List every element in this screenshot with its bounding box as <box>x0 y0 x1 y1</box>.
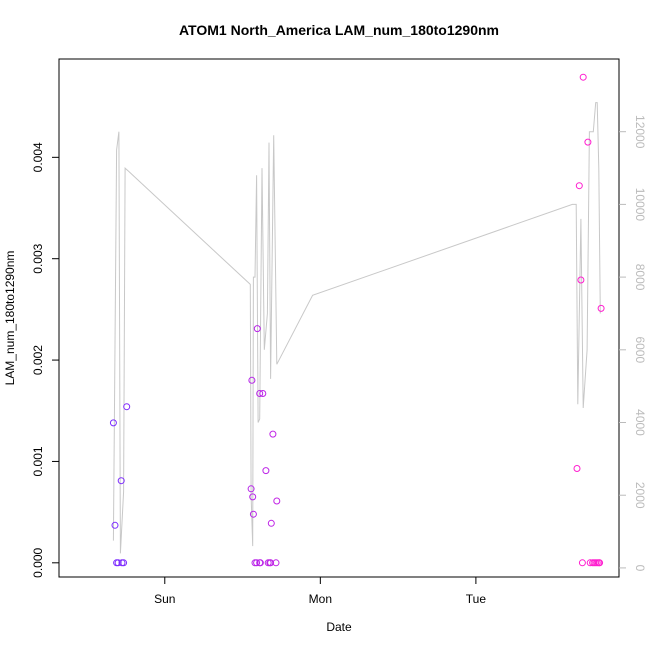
data-point-4 <box>117 477 125 485</box>
x-axis-label: Date <box>326 620 352 634</box>
data-point-22 <box>267 559 275 567</box>
x-tick-label-1: Mon <box>309 592 332 606</box>
data-point-11 <box>249 510 257 518</box>
data-point-40 <box>597 304 605 312</box>
x-tick-label-2: Tue <box>466 592 487 606</box>
data-point-16 <box>256 559 264 567</box>
y-axis-right: 0 2000 4000 6000 8000 10000 12000 <box>619 115 647 572</box>
data-point-32 <box>584 138 592 146</box>
x-tick-label-0: Sun <box>154 592 175 606</box>
data-point-28 <box>575 182 583 190</box>
data-point-29 <box>577 276 585 284</box>
data-point-23 <box>267 519 275 527</box>
data-point-27 <box>573 465 581 472</box>
series-line <box>112 102 601 554</box>
series-points-group <box>109 73 605 567</box>
data-point-8 <box>247 485 255 493</box>
data-point-6 <box>120 559 128 567</box>
y-tick-label-4: 0.004 <box>31 142 45 172</box>
data-point-10 <box>249 493 257 501</box>
data-point-30 <box>578 559 586 567</box>
plot-area-frame <box>58 58 620 578</box>
data-point-18 <box>259 390 267 397</box>
y-tick-label-2: 0.002 <box>31 345 45 375</box>
y2-tick-label-4: 8000 <box>633 264 647 291</box>
y-axis-left: 0.000 0.001 0.002 0.003 0.004 <box>31 142 59 578</box>
y2-tick-label-1: 2000 <box>633 482 647 509</box>
y2-tick-label-3: 6000 <box>633 336 647 363</box>
data-point-31 <box>579 73 587 81</box>
data-point-39 <box>596 559 604 567</box>
data-point-14 <box>253 325 261 333</box>
data-point-25 <box>272 559 280 567</box>
data-point-9 <box>248 376 256 384</box>
y-tick-label-1: 0.001 <box>31 446 45 476</box>
y2-tick-label-2: 4000 <box>633 409 647 436</box>
data-point-0 <box>109 419 117 427</box>
chart-title: ATOM1 North_America LAM_num_180to1290nm <box>179 22 499 38</box>
data-point-1 <box>111 521 119 529</box>
y2-tick-label-6: 12000 <box>633 115 647 149</box>
y-tick-label-3: 0.003 <box>31 243 45 273</box>
x-axis: Sun Mon Tue <box>154 577 486 606</box>
series-line-group <box>112 102 601 554</box>
data-point-26 <box>273 497 281 505</box>
data-point-7 <box>123 403 131 411</box>
y2-tick-label-5: 10000 <box>633 188 647 222</box>
y-tick-label-0: 0.000 <box>31 547 45 577</box>
data-point-24 <box>269 430 277 438</box>
y2-tick-label-0: 0 <box>633 565 647 572</box>
data-point-19 <box>262 467 270 475</box>
y-axis-label: LAM_num_180to1290nm <box>3 251 17 386</box>
data-point-17 <box>256 390 264 397</box>
data-point-13 <box>253 559 261 567</box>
